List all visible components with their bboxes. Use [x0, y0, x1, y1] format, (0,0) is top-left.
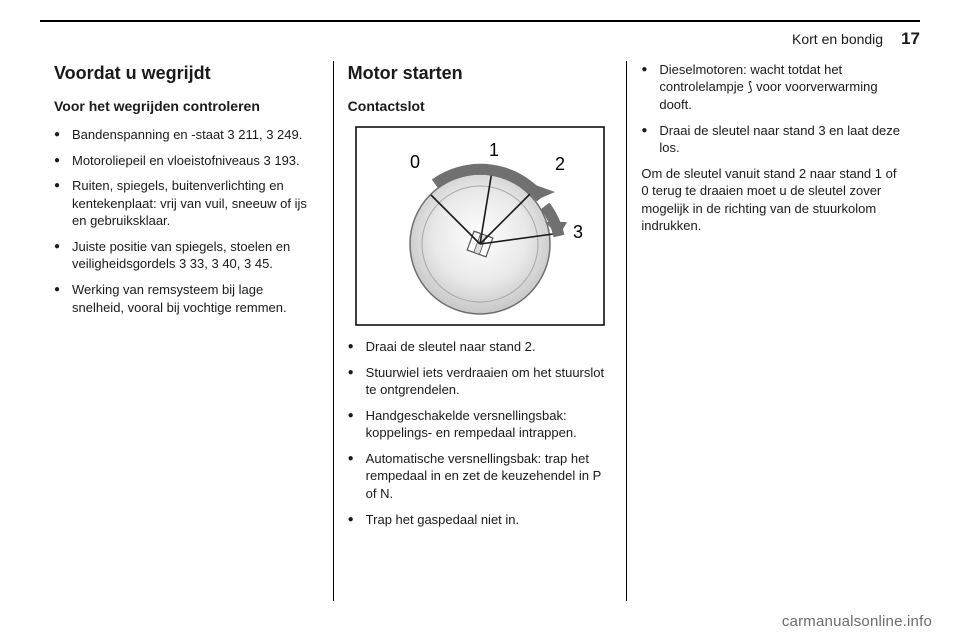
col2-subheading: Contactslot — [348, 97, 613, 116]
col1-heading: Voordat u wegrijdt — [54, 61, 319, 85]
list-item: Motoroliepeil en vloeistofniveaus 3 193. — [54, 152, 319, 170]
list-item: Bandenspanning en -staat 3 211, 3 249. — [54, 126, 319, 144]
list-text: Stuurwiel iets verdraaien om het stuursl… — [366, 365, 604, 398]
list-text: Handgeschakelde versnellingsbak: koppeli… — [366, 408, 577, 441]
list-text: Bandenspanning en -staat 3 211, 3 249. — [72, 127, 302, 142]
list-text: Dieselmotoren: wacht totdat het controle… — [659, 62, 877, 112]
col2-list: Draai de sleutel naar stand 2. Stuurwiel… — [348, 338, 613, 528]
list-item: Draai de sleutel naar stand 3 en laat de… — [641, 122, 906, 157]
list-text: Automatische versnellingsbak: trap het r… — [366, 451, 601, 501]
top-rule — [40, 20, 920, 22]
list-item: Dieselmotoren: wacht totdat het controle… — [641, 61, 906, 114]
list-text: Ruiten, spiegels, buitenverlichting en k… — [72, 178, 307, 228]
list-item: Trap het gaspedaal niet in. — [348, 511, 613, 529]
list-item: Ruiten, spiegels, buitenverlichting en k… — [54, 177, 319, 230]
list-item: Werking van remsysteem bij lage snelheid… — [54, 281, 319, 316]
dial-label-3: 3 — [573, 222, 583, 242]
col1-subheading: Voor het wegrijden controleren — [54, 97, 319, 116]
dial-label-2: 2 — [555, 154, 565, 174]
list-text: Juiste positie van spiegels, stoelen en … — [72, 239, 290, 272]
list-item: Automatische versnellingsbak: trap het r… — [348, 450, 613, 503]
list-text: Trap het gaspedaal niet in. — [366, 512, 519, 527]
page-number: 17 — [901, 28, 920, 51]
dial-label-1: 1 — [489, 140, 499, 160]
list-item: Handgeschakelde versnellingsbak: koppeli… — [348, 407, 613, 442]
column-1: Voordat u wegrijdt Voor het wegrijden co… — [40, 61, 333, 601]
column-2: Motor starten Contactslot — [333, 61, 627, 601]
content-columns: Voordat u wegrijdt Voor het wegrijden co… — [40, 61, 920, 601]
manual-page: Kort en bondig 17 Voordat u wegrijdt Voo… — [0, 0, 960, 642]
footer-source: carmanualsonline.info — [782, 612, 932, 632]
list-text: Draai de sleutel naar stand 2. — [366, 339, 536, 354]
col2-heading: Motor starten — [348, 61, 613, 85]
col1-list: Bandenspanning en -staat 3 211, 3 249. M… — [54, 126, 319, 316]
page-header: Kort en bondig 17 — [40, 28, 920, 51]
ignition-switch-figure: 0 1 2 3 — [355, 126, 605, 326]
section-name: Kort en bondig — [792, 30, 883, 49]
column-3: Dieselmotoren: wacht totdat het controle… — [626, 61, 920, 601]
list-text: Werking van remsysteem bij lage snelheid… — [72, 282, 287, 315]
list-text: Draai de sleutel naar stand 3 en laat de… — [659, 123, 900, 156]
list-item: Draai de sleutel naar stand 2. — [348, 338, 613, 356]
dial-label-0: 0 — [410, 152, 420, 172]
list-text: Motoroliepeil en vloeistofniveaus 3 193. — [72, 153, 300, 168]
col3-note: Om de sleutel vanuit stand 2 naar stand … — [641, 165, 906, 235]
col3-list: Dieselmotoren: wacht totdat het controle… — [641, 61, 906, 157]
ignition-switch-svg: 0 1 2 3 — [355, 126, 605, 326]
list-item: Juiste positie van spiegels, stoelen en … — [54, 238, 319, 273]
list-item: Stuurwiel iets verdraaien om het stuursl… — [348, 364, 613, 399]
